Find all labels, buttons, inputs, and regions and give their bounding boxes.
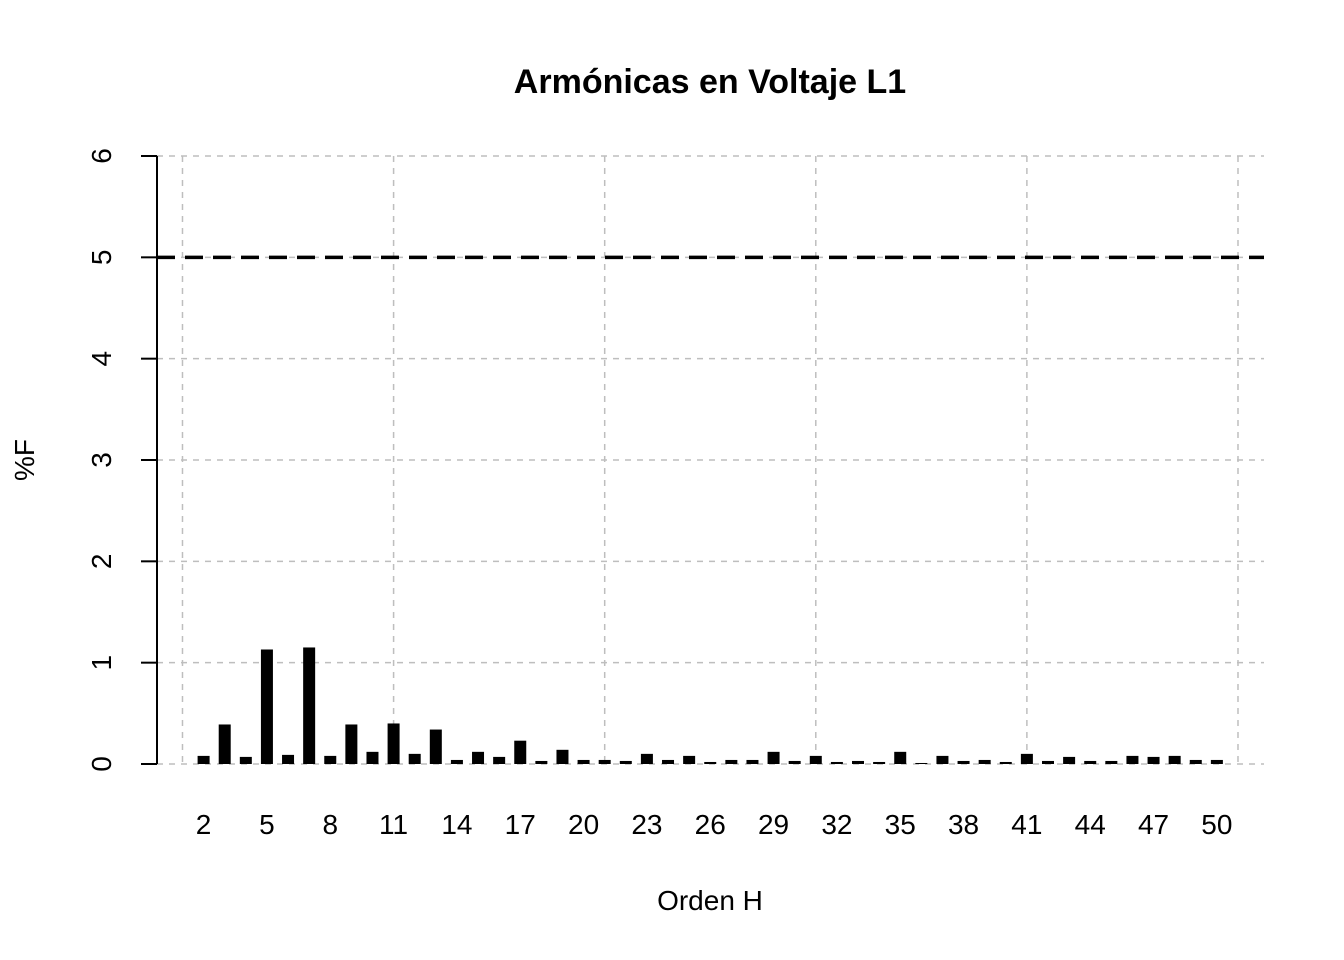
bar [577, 759, 590, 764]
bar [408, 753, 421, 764]
x-tick-label: 29 [758, 809, 789, 840]
y-tick-label: 5 [86, 250, 117, 266]
bar [619, 760, 632, 764]
bar [767, 751, 780, 764]
x-tick-label: 26 [695, 809, 726, 840]
x-tick-label: 17 [505, 809, 536, 840]
bar [915, 762, 928, 764]
bar [1210, 759, 1223, 764]
bar [1126, 755, 1139, 764]
bar [999, 761, 1012, 764]
x-tick-label: 11 [379, 809, 408, 840]
bar [1063, 756, 1076, 764]
bar [978, 759, 991, 764]
x-tick-label: 38 [948, 809, 979, 840]
bar [556, 749, 569, 764]
x-tick-label: 47 [1138, 809, 1169, 840]
bar [429, 729, 442, 764]
y-tick-label: 3 [86, 452, 117, 468]
bars [197, 647, 1223, 764]
x-tick-label: 44 [1075, 809, 1106, 840]
x-tick-label: 20 [568, 809, 599, 840]
bar [598, 759, 611, 764]
bar [1189, 759, 1202, 764]
bar [788, 760, 801, 764]
x-tick-label: 14 [441, 809, 472, 840]
x-tick-label: 41 [1011, 809, 1042, 840]
x-tick-label: 23 [631, 809, 662, 840]
y-axis-label: %F [9, 439, 40, 481]
bar [830, 761, 843, 764]
bar [662, 759, 675, 764]
x-axis-label: Orden H [657, 885, 763, 916]
bar [725, 759, 738, 764]
bar [746, 759, 759, 764]
bar [809, 755, 822, 764]
bar [493, 756, 506, 764]
bar [472, 751, 485, 764]
bar [197, 755, 210, 764]
y-tick-label: 1 [86, 655, 117, 671]
bar [260, 649, 273, 764]
x-axis-ticks: 2 5 8 11 14 17 20 23 26 29 32 35 38 41 44 47 50 [196, 809, 1233, 840]
y-axis-ticks: 0 1 2 3 4 5 6 [86, 148, 157, 772]
bar [873, 761, 886, 764]
bar [303, 647, 316, 764]
bar [1147, 756, 1160, 764]
bar [957, 760, 970, 764]
bar [218, 724, 231, 764]
bar [239, 756, 252, 764]
bar [282, 754, 295, 764]
bar [450, 759, 463, 764]
bar [683, 755, 696, 764]
bar [345, 724, 358, 764]
chart-title: Armónicas en Voltaje L1 [514, 63, 906, 101]
bar [1042, 760, 1054, 764]
bar [514, 740, 527, 764]
x-tick-label: 32 [821, 809, 852, 840]
bar [936, 755, 949, 764]
bar [704, 761, 717, 764]
bar [852, 760, 865, 764]
x-tick-label: 2 [196, 809, 212, 840]
bar [640, 753, 653, 764]
bar [535, 760, 548, 764]
x-tick-label: 5 [259, 809, 275, 840]
bar [324, 755, 337, 764]
bar [1168, 755, 1181, 764]
bar [366, 751, 379, 764]
x-tick-label: 50 [1201, 809, 1232, 840]
grid [157, 155, 1264, 765]
x-tick-label: 35 [885, 809, 916, 840]
bar [1105, 760, 1118, 764]
bar [1020, 753, 1033, 764]
x-tick-label: 8 [322, 809, 338, 840]
y-tick-label: 2 [86, 554, 117, 570]
bar [894, 751, 907, 764]
bar [1084, 760, 1097, 764]
y-tick-label: 6 [86, 148, 117, 164]
y-tick-label: 4 [86, 351, 117, 367]
bar [387, 723, 400, 764]
y-tick-label: 0 [86, 756, 117, 772]
